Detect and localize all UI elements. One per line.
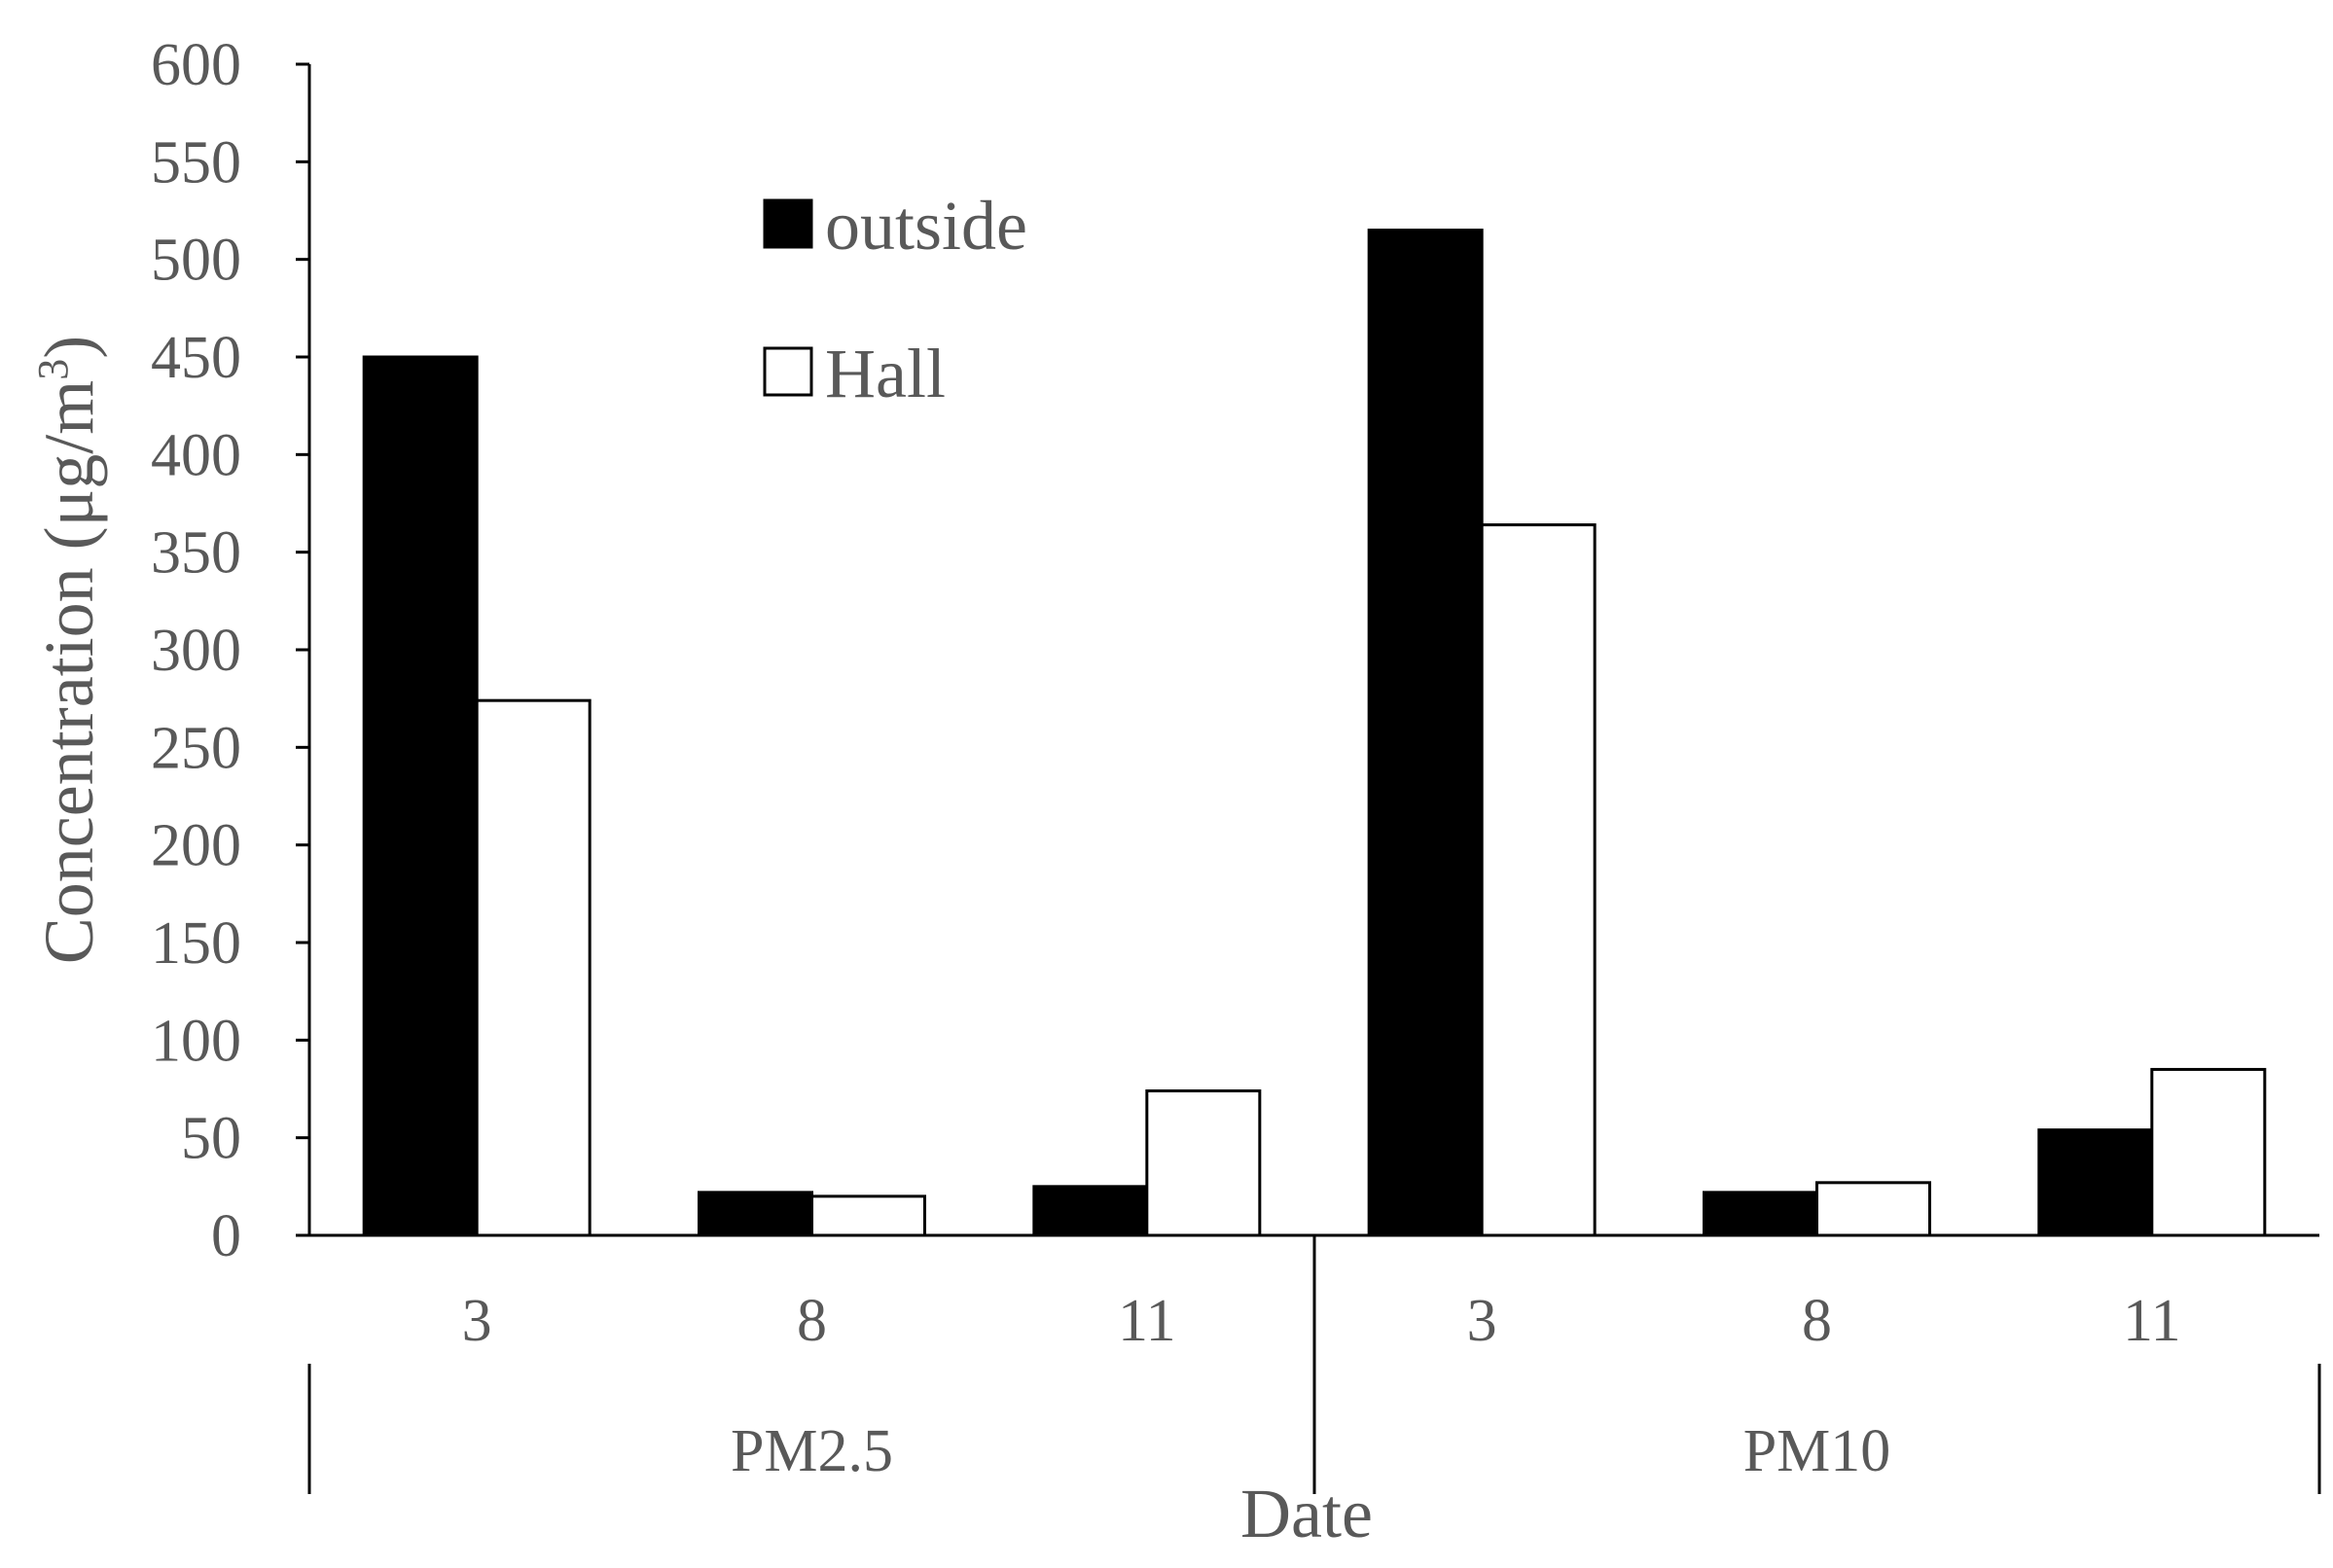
x-tick-label: 8 [1802,1288,1832,1354]
x-tick-label: 8 [797,1288,827,1354]
y-tick-label: 0 [211,1203,241,1269]
y-axis-title-superscript: 3 [29,359,77,380]
bar-outside [1703,1191,1818,1237]
bar-hall [1145,1089,1262,1237]
x-tick-label: 11 [1118,1288,1176,1354]
x-tick-label: 3 [1467,1288,1497,1354]
bar-hall [810,1194,926,1237]
group-label: PM10 [1743,1418,1891,1484]
y-tick-label: 100 [151,1008,241,1074]
bar-outside [362,355,479,1237]
y-axis-title-main: Concentration (μg/m [30,380,108,964]
y-tick-label: 400 [151,422,241,488]
x-tick-label: 11 [2123,1288,2181,1354]
legend-label: Hall [825,335,946,412]
y-tick-label: 250 [151,715,241,781]
bar-outside [2037,1128,2154,1237]
bar-hall [1480,523,1597,1237]
bar-outside [698,1191,813,1237]
y-tick-label: 450 [151,325,241,391]
y-tick-label: 550 [151,129,241,196]
y-tick-label: 350 [151,520,241,587]
plot-area: 0 50 100 150 200 250 300 350 400 450 500 550 600 3 8 11… [151,32,2321,1494]
legend-label: outside [825,187,1027,265]
x-tick-label: 3 [462,1288,492,1354]
y-tick-label: 200 [151,813,241,879]
legend-swatch [763,346,813,397]
y-tick-label: 600 [151,32,241,98]
bar-hall [1815,1181,1931,1237]
bar-outside [1032,1185,1149,1237]
y-axis-title: Concentration (μg/m3) [29,336,108,964]
y-tick-label: 500 [151,228,241,294]
y-tick-label: 50 [181,1106,241,1172]
bar-hall [2150,1067,2267,1237]
y-tick-label: 150 [151,910,241,977]
bar-hall [475,698,592,1237]
y-tick-label: 300 [151,618,241,684]
legend: outside Hall [763,187,1027,412]
bar-outside [1367,229,1484,1237]
y-axis-title-close: ) [30,336,108,359]
x-axis-title: Date [1240,1475,1373,1552]
legend-swatch [763,198,813,249]
group-label: PM2.5 [731,1418,893,1484]
